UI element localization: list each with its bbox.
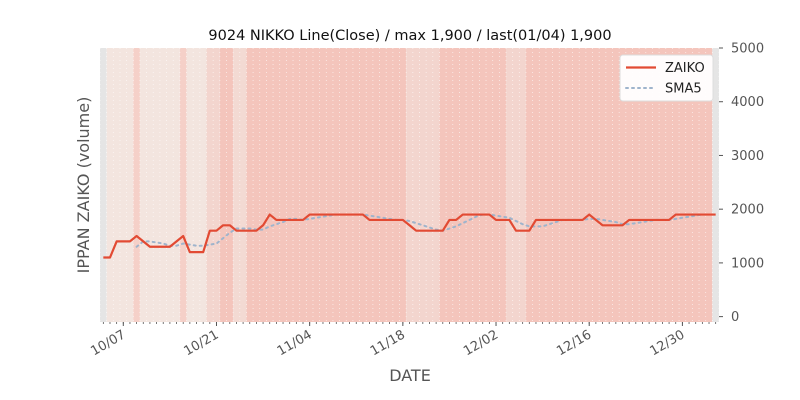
y-axis-label: IPPAN ZAIKO (volume) <box>74 97 93 274</box>
x-tick-label: 11/04 <box>275 327 315 359</box>
x-axis-ticks: 10/07 10/21 11/04 11/18 12/02 12/16 12/30 <box>88 322 717 359</box>
y-tick-label: 4000 <box>731 95 764 110</box>
series-lines <box>103 213 717 259</box>
series-line-zaiko <box>103 213 716 259</box>
band-14 <box>712 48 719 322</box>
x-tick-label: 12/16 <box>554 327 594 359</box>
band-0 <box>100 48 107 322</box>
legend: ZAIKO SMA5 <box>619 54 714 102</box>
x-tick-label: 10/21 <box>182 327 222 359</box>
series-line-sma5 <box>135 213 717 248</box>
band-4 <box>179 48 187 322</box>
grid-dots <box>99 48 720 322</box>
x-tick-label: 10/07 <box>88 327 128 359</box>
x-tick-label: 12/30 <box>647 327 687 359</box>
band-5 <box>186 48 207 322</box>
plot-area <box>99 48 720 322</box>
y-tick-label: 2000 <box>731 203 764 218</box>
chart-title: 9024 NIKKO Line(Close) / max 1,900 / las… <box>208 28 611 44</box>
legend-label-sma5: SMA5 <box>665 82 702 97</box>
y-tick-label: 1000 <box>731 256 764 271</box>
band-2 <box>133 48 140 322</box>
y-tick-label: 3000 <box>731 149 764 164</box>
x-tick-label: 12/02 <box>461 327 501 359</box>
band-10 <box>406 48 440 322</box>
legend-label-zaiko: ZAIKO <box>665 61 705 76</box>
x-tick-label: 11/18 <box>368 327 408 359</box>
y-tick-label: 0 <box>731 310 739 325</box>
y-axis-ticks: 0 1000 2000 3000 4000 5000 <box>719 42 764 325</box>
y-tick-label: 5000 <box>731 42 764 57</box>
x-axis-label: DATE <box>389 366 431 385</box>
band-12 <box>506 48 526 322</box>
